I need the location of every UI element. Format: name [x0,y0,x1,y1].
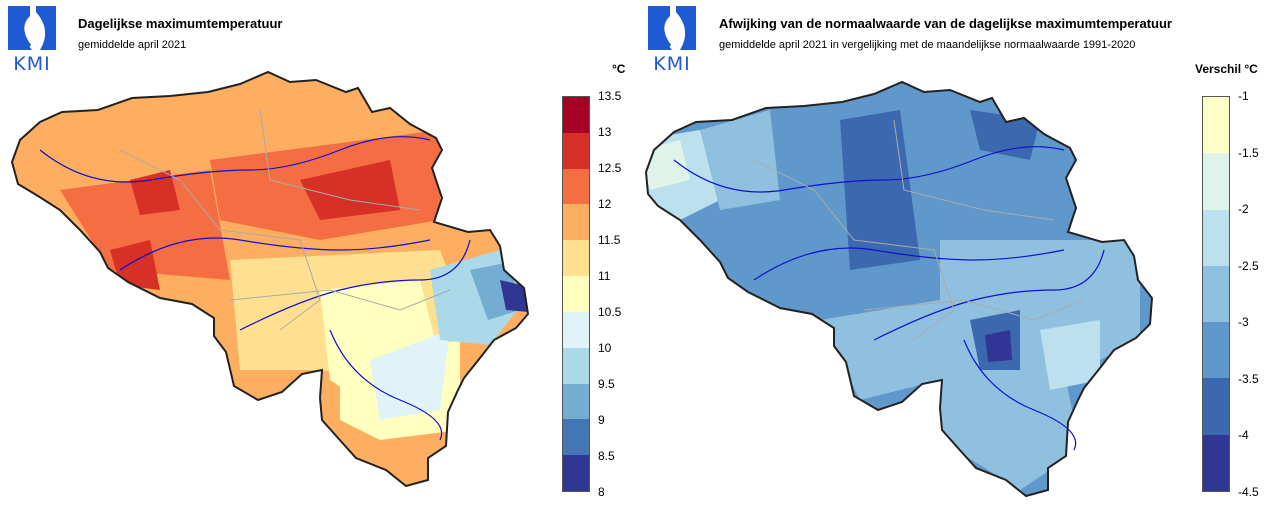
legend-swatch [1203,378,1229,435]
legend-swatch [563,204,589,241]
legend-tick-label: 10.5 [598,305,622,319]
legend-tick-label: 9 [598,413,605,427]
legend-tick-label: -4 [1238,428,1249,443]
legend-swatch [1203,265,1229,323]
map-title: Afwijking van de normaalwaarde van de da… [719,16,1172,31]
legend-swatch [1203,97,1229,154]
legend-tick-label: 12 [598,197,612,211]
map-subtitle: gemiddelde april 2021 in vergelijking me… [719,39,1136,51]
legend-swatch [563,311,589,348]
belgium-anomaly-map [645,81,1153,497]
legend-tick-label: 8 [598,485,605,499]
kmi-logo-icon [648,6,696,50]
logo-text: KMI [653,53,691,75]
legend-tick-label: 8.5 [598,449,615,463]
legend-tick-label: 11 [598,269,611,283]
anomaly-legend-bar [1202,96,1230,492]
legend-swatch [563,383,589,420]
legend-swatch [1203,153,1229,210]
legend-swatch [563,419,589,456]
legend-swatch [563,455,589,491]
legend-swatch [563,132,589,169]
legend-tick-label: 12.5 [598,161,622,175]
temperature-anomaly-panel: KMI Afwijking van de normaalwaarde van d… [640,0,1280,507]
legend-unit: Verschil °C [1195,62,1258,76]
map-title: Dagelijkse maximumtemperatuur [78,16,283,31]
legend-swatch [1203,322,1229,379]
legend-swatch [563,347,589,384]
legend-tick-label: 11.5 [598,233,621,247]
max-temperature-panel: KMI Dagelijkse maximumtemperatuur gemidd… [6,4,626,499]
kmi-logo: KMI [646,4,698,74]
legend-swatch [563,240,589,277]
legend-tick-label: 13.5 [598,89,622,103]
kmi-logo-icon [8,6,56,50]
legend-tick-label: 10 [598,341,612,355]
legend-swatch [563,276,589,312]
logo-text: KMI [13,53,51,75]
legend-swatch [1203,434,1229,491]
kmi-logo: KMI [6,4,58,74]
legend-tick-label: 13 [598,125,612,139]
legend-tick-label: -1 [1238,89,1249,103]
map-subtitle: gemiddelde april 2021 [78,39,187,51]
belgium-temperature-map [11,71,529,487]
legend-unit: °C [612,62,626,76]
legend-tick-label: -1.5 [1238,145,1259,160]
legend-swatch [563,168,589,205]
temperature-legend-bar [562,96,590,492]
legend-tick-label: -3 [1238,315,1249,330]
legend-tick-label: -3.5 [1238,371,1259,386]
legend-tick-label: -2 [1238,202,1249,217]
legend-tick-label: 9.5 [598,377,615,391]
legend-tick-label: -4.5 [1238,485,1259,499]
legend-swatch [1203,209,1229,266]
legend-tick-label: -2.5 [1238,258,1259,273]
legend-swatch [563,97,589,133]
